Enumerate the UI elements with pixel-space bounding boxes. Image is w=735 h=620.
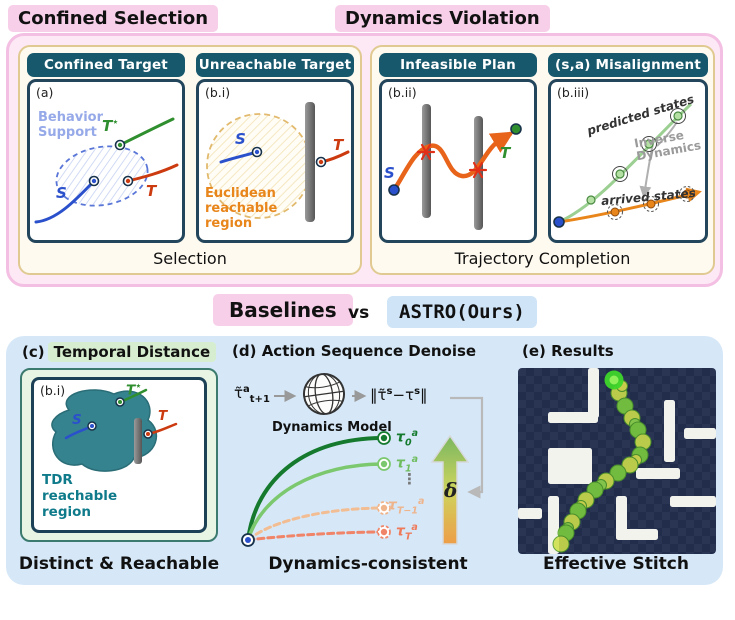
tag-e: (e) bbox=[522, 342, 546, 360]
behavior-support-region bbox=[55, 145, 149, 207]
panel-confined-target-header: Confined Target bbox=[27, 53, 185, 77]
tau-1-label: τ1a bbox=[396, 454, 418, 475]
tau-T-1-label: τT−1a bbox=[388, 496, 425, 517]
infeasible-trajectory bbox=[391, 131, 514, 193]
noisy-action-formula: τ̃at+1 bbox=[234, 384, 270, 405]
arrived-trajectory bbox=[558, 187, 702, 224]
distinct-reachable-caption: Distinct & Reachable bbox=[18, 554, 220, 574]
results-header: (e) Results bbox=[522, 342, 614, 360]
target-label: T bbox=[158, 408, 168, 424]
tau-T-label: τTa bbox=[396, 522, 418, 543]
unreachable-target-diagram bbox=[206, 102, 350, 222]
arrived-state-nodes bbox=[607, 186, 695, 220]
state-nodes bbox=[88, 139, 134, 187]
tdr-inner-panel: (b.i) S T⋆ T TDR reachable region bbox=[31, 377, 207, 533]
ellipsis-label: ⋮ bbox=[402, 470, 417, 488]
panel-biii-tag: (b.iii) bbox=[557, 85, 590, 100]
tag-d: (d) bbox=[232, 342, 257, 360]
trajectory-completion-caption: Trajectory Completion bbox=[454, 249, 631, 268]
vs-label: vs bbox=[348, 303, 370, 323]
denoise-nodes bbox=[241, 431, 391, 547]
wall bbox=[134, 418, 142, 464]
temporal-distance-header: (c) Temporal Distance bbox=[22, 342, 217, 362]
euclidean-region-label: Euclidean reachable region bbox=[205, 186, 278, 231]
tag-c: (c) bbox=[22, 343, 45, 361]
panel-results: (e) Results bbox=[512, 340, 722, 560]
confined-selection-title: Confined Selection bbox=[8, 5, 219, 32]
behavior-support-label: Behavior Support bbox=[38, 110, 104, 140]
delta-label: δ bbox=[444, 478, 458, 502]
maze-walls bbox=[518, 368, 716, 554]
state-nodes bbox=[388, 123, 522, 196]
denoise-diagram bbox=[241, 373, 484, 547]
panel-confined-target: Confined Target bbox=[27, 53, 185, 243]
panel-unreachable-target: Unreachable Target bbox=[196, 53, 354, 243]
feedback-arrow bbox=[450, 396, 484, 499]
delta-arrow bbox=[430, 434, 470, 545]
state-nodes bbox=[87, 397, 153, 439]
denoise-fan-curves bbox=[246, 436, 386, 542]
target-label: T bbox=[333, 136, 344, 154]
t-star-label: T⋆ bbox=[126, 381, 142, 399]
results-title: Results bbox=[551, 342, 614, 360]
panel-bi-tag: (b.i) bbox=[205, 85, 231, 100]
dynamics-model-globe-icon bbox=[303, 373, 345, 415]
panel-misalignment-body: (b.iii) predicted states Inverse Dynamic… bbox=[548, 79, 708, 243]
panel-a-tag: (a) bbox=[36, 85, 54, 100]
denoise-title: Action Sequence Denoise bbox=[261, 342, 477, 360]
predicted-state-nodes bbox=[586, 108, 686, 205]
baselines-badge: Baselines bbox=[213, 294, 353, 326]
effective-stitch-caption: Effective Stitch bbox=[543, 554, 689, 574]
trajectory-start-node bbox=[604, 370, 624, 390]
temporal-distance-title: Temporal Distance bbox=[47, 342, 217, 362]
panel-confined-target-body: (a) Behavior Support S T T⋆ bbox=[27, 79, 185, 243]
dynamics-consistent-caption: Dynamics-consistent bbox=[268, 554, 468, 574]
wall bbox=[305, 102, 315, 222]
dynamics-model-label: Dynamics Model bbox=[272, 420, 392, 435]
start-label: S bbox=[235, 130, 246, 148]
tau-0-label: τ0a bbox=[396, 428, 418, 449]
panel-c-inner-tag: (b.i) bbox=[40, 383, 66, 398]
panel-infeasible-plan-body: (b.ii) S T bbox=[379, 79, 537, 243]
start-label: S bbox=[56, 184, 67, 202]
start-label: S bbox=[72, 412, 82, 428]
infeasible-plan-diagram bbox=[388, 104, 522, 230]
dynamics-violation-title: Dynamics Violation bbox=[335, 5, 550, 32]
wall-left bbox=[422, 104, 431, 218]
state-nodes bbox=[251, 146, 327, 168]
panel-infeasible-plan-header: Infeasible Plan bbox=[379, 53, 537, 77]
state-consistency-loss-formula: ‖τ̃s−τs‖ bbox=[370, 386, 428, 404]
panel-misalignment-header: (s,a) Misalignment bbox=[548, 53, 708, 77]
collision-star-icon bbox=[416, 143, 488, 179]
denoise-header: (d) Action Sequence Denoise bbox=[232, 342, 476, 360]
tdr-diagram bbox=[51, 388, 178, 472]
astro-ours-badge: ASTRO(Ours) bbox=[387, 296, 537, 328]
start-node bbox=[553, 216, 565, 228]
t-star-label: T⋆ bbox=[102, 117, 119, 135]
panel-infeasible-plan: Infeasible Plan bbox=[379, 53, 537, 243]
confined-target-diagram bbox=[34, 117, 179, 224]
selection-caption: Selection bbox=[153, 249, 227, 268]
panel-unreachable-target-header: Unreachable Target bbox=[196, 53, 354, 77]
panel-bii-tag: (b.ii) bbox=[388, 85, 417, 100]
target-label: T bbox=[500, 144, 511, 162]
maze-results bbox=[518, 368, 716, 554]
panel-misalignment: (s,a) Misalignment bbox=[548, 53, 708, 243]
panel-unreachable-target-body: (b.i) S T Euclidean reachable region bbox=[196, 79, 354, 243]
misalignment-diagram bbox=[553, 102, 702, 228]
target-label: T bbox=[146, 182, 157, 200]
start-label: S bbox=[384, 164, 395, 182]
tdr-region-label: TDR reachable region bbox=[42, 472, 118, 520]
panel-denoise: (d) Action Sequence Denoise τ̃at+1 ‖τ̃s−… bbox=[228, 340, 514, 560]
